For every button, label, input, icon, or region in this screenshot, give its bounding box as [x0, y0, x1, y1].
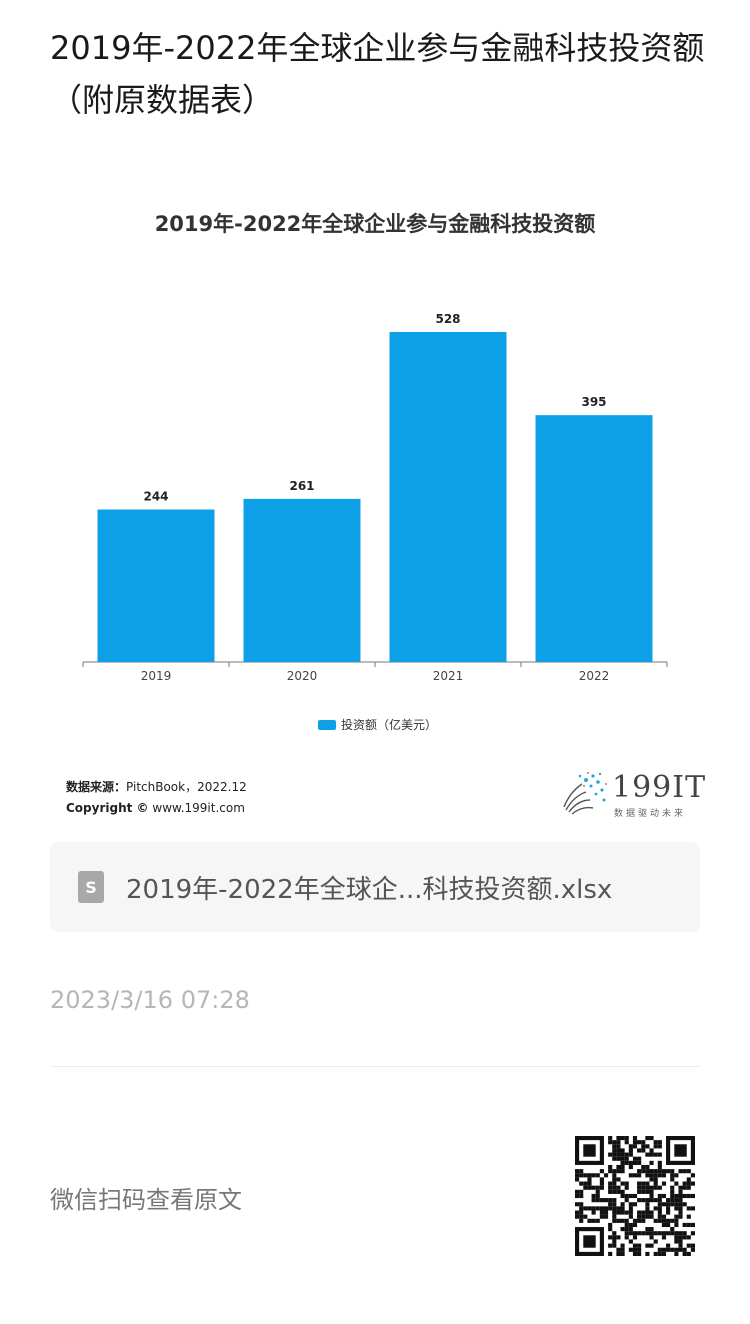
file-icon-letter: S: [85, 877, 97, 897]
x-tick-label-2020: 2020: [287, 669, 318, 683]
legend-label: 投资额（亿美元）: [341, 718, 438, 732]
brand-name: 199IT: [612, 770, 707, 805]
divider: [50, 1066, 700, 1067]
data-label-2020: 261: [289, 479, 314, 493]
qr-hint: 微信扫码查看原文: [50, 1186, 242, 1214]
chart-image: 2019年-2022年全球企业参与金融科技投资额 244 2019 261 2020 5…: [50, 180, 705, 830]
bar-2021: [389, 332, 507, 662]
copyright-value: www.199it.com: [152, 801, 245, 815]
legend-swatch: [318, 719, 336, 730]
data-label-2021: 528: [435, 312, 460, 326]
x-tick-label-2021: 2021: [433, 669, 464, 683]
qr-code-icon[interactable]: [575, 1136, 695, 1256]
data-label-2019: 244: [143, 490, 168, 504]
brand-logo: 199IT 数据驱动未来: [560, 770, 705, 820]
x-tick-label-2019: 2019: [141, 669, 172, 683]
source-block: 数据来源：PitchBook，2022.12 Copyright © www.1…: [66, 777, 247, 819]
file-attachment-card[interactable]: S 2019年-2022年全球企...科技投资额.xlsx: [50, 842, 700, 932]
s-file-icon: S: [78, 871, 104, 903]
bar-chart: 244 2019 261 2020 528 2021 395 2022: [82, 312, 668, 683]
chart-title: 2019年-2022年全球企业参与金融科技投资额: [154, 212, 596, 236]
file-name: 2019年-2022年全球企...科技投资额.xlsx: [126, 874, 613, 905]
x-tick-label-2022: 2022: [579, 669, 610, 683]
chart-legend: 投资额（亿美元）: [318, 716, 437, 733]
copyright-label: Copyright ©: [66, 801, 149, 815]
bar-2019: [97, 509, 215, 662]
article-title: 2019年-2022年全球企业参与金融科技投资额（附原数据表）: [50, 29, 705, 119]
bar-2020: [243, 498, 361, 662]
source-value: PitchBook，2022.12: [126, 780, 247, 794]
data-label-2022: 395: [581, 395, 606, 409]
brand-slogan: 数据驱动未来: [614, 809, 687, 819]
dandelion-icon: [563, 772, 607, 815]
bar-2022: [535, 415, 653, 662]
source-label: 数据来源：: [66, 780, 127, 794]
publish-timestamp: 2023/3/16 07:28: [50, 986, 250, 1014]
